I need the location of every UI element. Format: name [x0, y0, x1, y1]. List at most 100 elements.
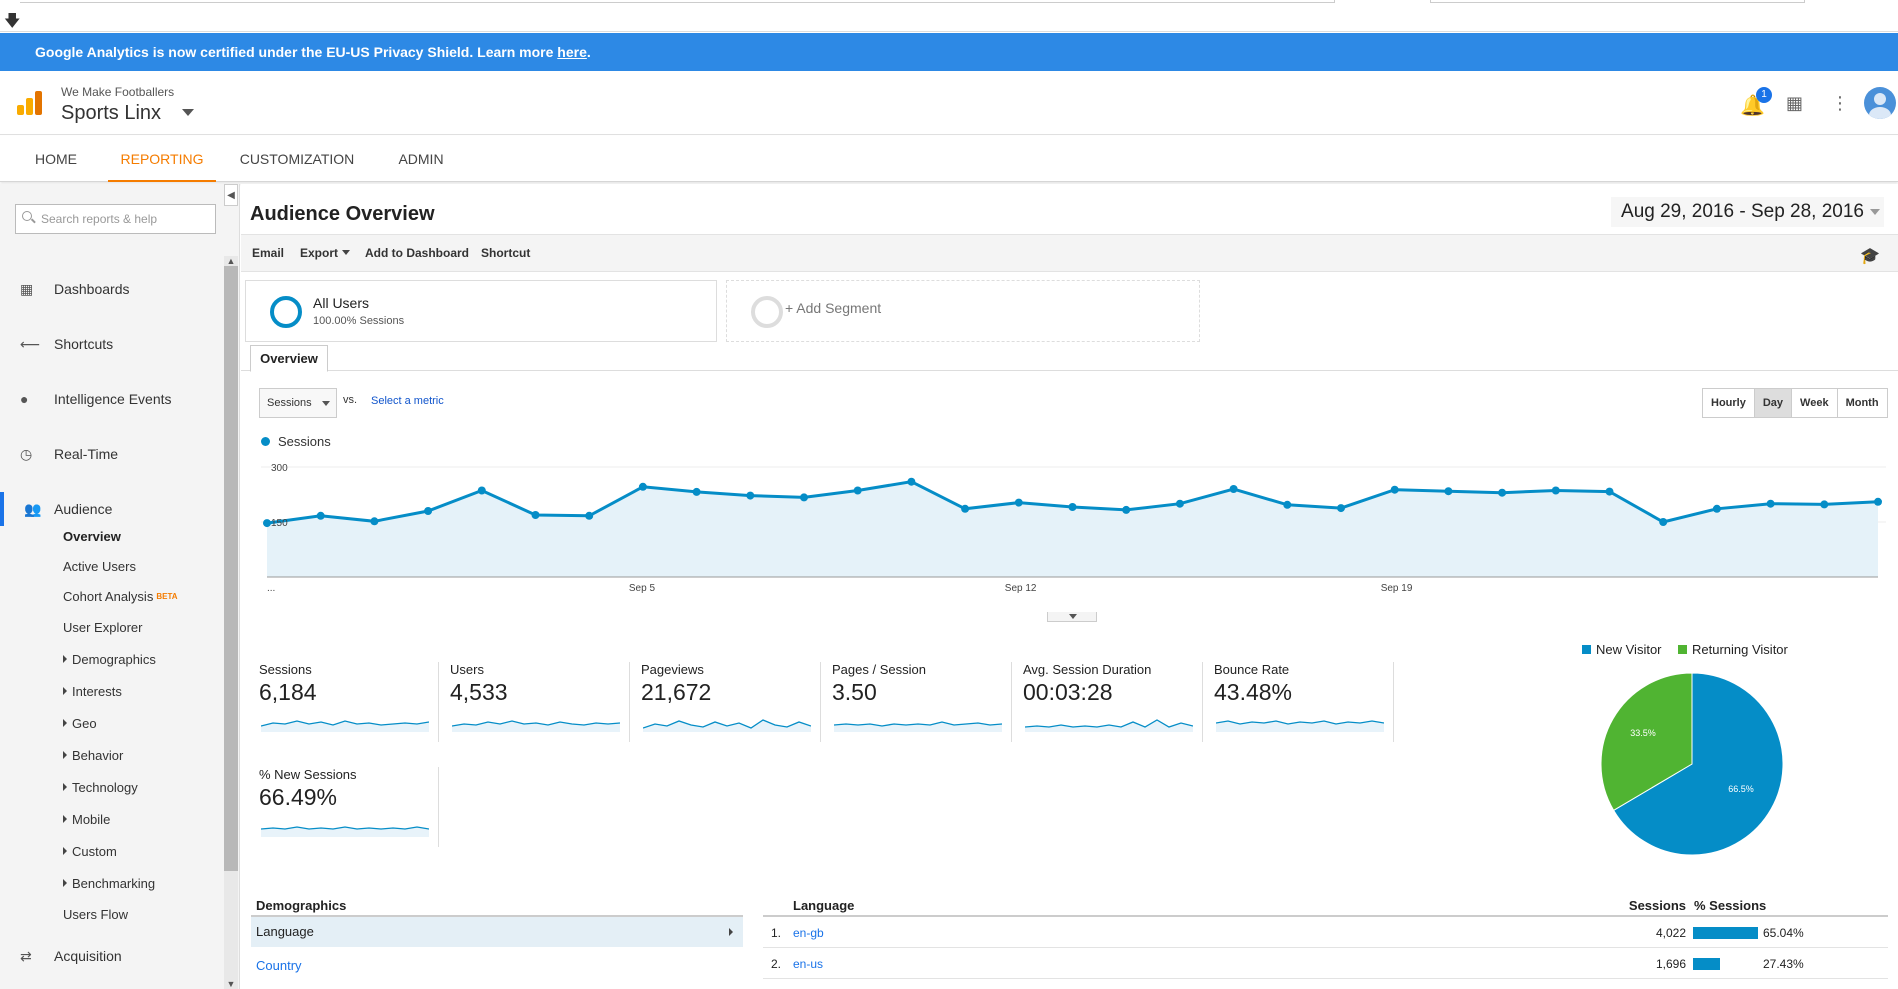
row-sessions: 4,022	[1655, 926, 1686, 940]
sessions-point[interactable]	[800, 493, 808, 502]
chevron-right-icon	[729, 928, 733, 936]
sessions-point[interactable]	[1551, 486, 1560, 495]
scroll-down-icon[interactable]: ▼	[226, 979, 236, 989]
nav-admin[interactable]: ADMIN	[398, 151, 444, 167]
expand-triangle-icon	[63, 815, 67, 823]
sessions-point[interactable]	[316, 511, 325, 520]
demographics-country-link[interactable]: Country	[256, 958, 302, 973]
sidebar-item-shortcuts[interactable]: ⟵ Shortcuts	[0, 327, 222, 361]
sessions-point[interactable]	[263, 519, 271, 528]
sidebar-sub-users-flow[interactable]: Users Flow	[63, 907, 129, 922]
export-button[interactable]: Export	[300, 246, 351, 260]
graduation-cap-icon[interactable]: 🎓	[1860, 248, 1880, 265]
sidebar-sub-cohort-analysis[interactable]: Cohort Analysis BETA	[63, 587, 178, 607]
scrollbar-thumb[interactable]	[224, 266, 238, 871]
sidebar-sub-behavior[interactable]: Behavior	[63, 746, 123, 766]
nav-customization[interactable]: CUSTOMIZATION	[239, 151, 355, 167]
sidebar-item-intelligence-events[interactable]: ● Intelligence Events	[0, 382, 222, 416]
sidebar-item-acquisition[interactable]: ⇄ Acquisition	[0, 939, 222, 973]
pie-slice[interactable]	[1600, 672, 1693, 812]
sessions-point[interactable]	[961, 504, 970, 513]
sidebar-sub-user-explorer[interactable]: User Explorer	[63, 620, 143, 635]
metric-selector[interactable]: Sessions	[259, 388, 337, 418]
segment-all-users[interactable]: All Users 100.00% Sessions	[245, 280, 717, 342]
language-link[interactable]: en-gb	[793, 926, 824, 940]
scorecard-label: Sessions	[259, 662, 312, 677]
sessions-point[interactable]	[1498, 488, 1507, 497]
sidebar-sub-custom[interactable]: Custom	[63, 842, 117, 862]
sidebar-sub-overview[interactable]: Overview	[63, 529, 121, 544]
pie-slice[interactable]	[1612, 672, 1784, 856]
sessions-point[interactable]	[477, 486, 486, 495]
granularity-month[interactable]: Month	[1837, 389, 1887, 417]
expand-triangle-icon	[63, 719, 67, 727]
sessions-point[interactable]	[907, 477, 916, 486]
sessions-point[interactable]	[1337, 504, 1345, 513]
sidebar-item-audience[interactable]: 👥 Audience	[0, 492, 222, 526]
acquisition-arrows-icon: ⇄	[20, 948, 32, 964]
add-segment-button[interactable]: + Add Segment	[726, 280, 1200, 342]
browser-search-bar[interactable]	[1430, 0, 1805, 3]
search-input[interactable]: Search reports & help	[15, 204, 216, 234]
sessions-point[interactable]	[1659, 518, 1668, 526]
account-property[interactable]: Sports Linx	[61, 102, 162, 124]
sessions-point[interactable]	[1122, 505, 1131, 514]
sidebar-sub-geo[interactable]: Geo	[63, 714, 97, 734]
granularity-week[interactable]: Week	[1792, 389, 1838, 417]
analytics-logo-icon[interactable]	[17, 91, 43, 115]
sessions-point[interactable]	[1390, 485, 1399, 494]
chart-expander-handle[interactable]	[1047, 612, 1097, 622]
email-button[interactable]: Email	[252, 246, 285, 260]
account-dropdown-icon[interactable]	[182, 109, 194, 116]
column-header-pct-sessions: % Sessions	[1694, 898, 1767, 913]
sessions-point[interactable]	[585, 511, 594, 520]
sessions-point[interactable]	[1229, 485, 1238, 493]
add-to-dashboard-button[interactable]: Add to Dashboard	[365, 246, 469, 260]
more-vert-icon[interactable]: ⋮	[1831, 93, 1849, 113]
sessions-point[interactable]	[424, 507, 433, 515]
apps-grid-icon[interactable]: ▦	[1786, 93, 1804, 113]
browser-address-bar[interactable]	[20, 0, 1335, 3]
beta-badge: BETA	[156, 592, 178, 601]
sessions-point[interactable]	[1820, 500, 1829, 509]
sidebar-sub-interests[interactable]: Interests	[63, 682, 122, 702]
sidebar-scrollbar[interactable]: ▲ ▼	[224, 256, 238, 989]
granularity-day[interactable]: Day	[1754, 389, 1793, 417]
sidebar-item-dashboards[interactable]: ▦ Dashboards	[0, 272, 222, 306]
sidebar-sub-demographics[interactable]: Demographics	[63, 650, 156, 670]
sidebar-sub-active-users[interactable]: Active Users	[63, 559, 136, 574]
sidebar-sub-mobile[interactable]: Mobile	[63, 810, 110, 830]
sessions-point[interactable]	[1766, 499, 1775, 508]
language-link[interactable]: en-us	[793, 957, 824, 971]
sessions-point[interactable]	[1283, 500, 1292, 509]
granularity-hourly[interactable]: Hourly	[1703, 389, 1755, 417]
collapse-sidebar-icon[interactable]: ◀	[224, 184, 238, 206]
banner-link[interactable]: here	[557, 44, 587, 60]
sidebar-sub-benchmarking[interactable]: Benchmarking	[63, 874, 155, 894]
download-arrow-icon[interactable]: 🡇	[4, 13, 21, 30]
tab-overview[interactable]: Overview	[250, 345, 328, 372]
sessions-point[interactable]	[1444, 487, 1453, 496]
sessions-point[interactable]	[1874, 497, 1882, 506]
shortcut-button[interactable]: Shortcut	[481, 246, 531, 260]
scroll-up-icon[interactable]: ▲	[226, 256, 236, 266]
sessions-point[interactable]	[1175, 499, 1184, 508]
sessions-point[interactable]	[1712, 504, 1721, 513]
sessions-point[interactable]	[370, 517, 379, 526]
nav-reporting[interactable]: REPORTING	[108, 136, 216, 182]
sessions-point[interactable]	[1068, 503, 1077, 511]
sessions-point[interactable]	[1014, 498, 1023, 507]
sessions-point[interactable]	[853, 486, 862, 495]
sidebar-item-realtime[interactable]: ◷ Real-Time	[0, 437, 222, 471]
sessions-point[interactable]	[531, 511, 540, 519]
date-range-picker[interactable]: Aug 29, 2016 - Sep 28, 2016	[1611, 197, 1884, 227]
select-metric-link[interactable]: Select a metric	[371, 395, 444, 407]
sessions-point[interactable]	[638, 482, 647, 491]
avatar[interactable]	[1864, 87, 1896, 119]
sessions-point[interactable]	[1605, 487, 1614, 496]
sessions-point[interactable]	[692, 487, 701, 496]
sessions-point[interactable]	[746, 491, 755, 500]
nav-home[interactable]: HOME	[35, 151, 77, 167]
demographics-language[interactable]: Language	[251, 917, 743, 947]
sidebar-sub-technology[interactable]: Technology	[63, 778, 138, 798]
